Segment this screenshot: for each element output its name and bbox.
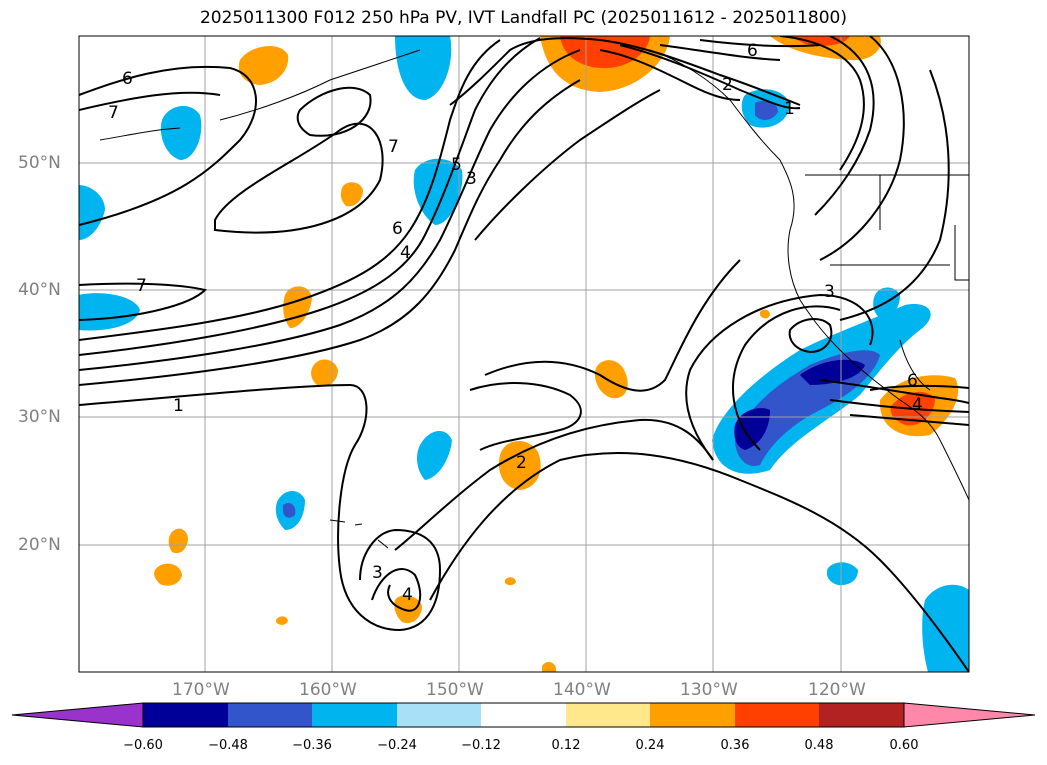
contour-label: 6 xyxy=(392,219,403,239)
plot-frame xyxy=(78,35,970,673)
lon-label-150w: 150°W xyxy=(426,680,484,700)
contour-label: 7 xyxy=(136,276,147,296)
contour-label: 4 xyxy=(402,585,413,605)
contour-label: 5 xyxy=(451,155,462,175)
contour-label: 4 xyxy=(912,395,923,415)
colorbar-tick: 0.48 xyxy=(804,738,834,753)
colorbar-tick: −0.48 xyxy=(208,738,248,753)
contour-label: 1 xyxy=(784,99,795,119)
contour-label: 6 xyxy=(122,69,133,89)
contour-label: 3 xyxy=(466,169,477,189)
colorbar-tick: 0.12 xyxy=(551,738,581,753)
colorbar-tick: −0.24 xyxy=(377,738,417,753)
contour-label: 2 xyxy=(722,75,733,95)
lat-label-50n: 50°N xyxy=(18,153,61,173)
contour-label: 3 xyxy=(824,282,835,302)
ivt-contours xyxy=(79,36,969,672)
colorbar-tick: 0.24 xyxy=(635,738,665,753)
colorbar-tick: −0.36 xyxy=(292,738,332,753)
colorbar-max-arrow xyxy=(903,702,1036,728)
contour-label: 7 xyxy=(108,103,119,123)
map-title: 2025011300 F012 250 hPa PV, IVT Landfall… xyxy=(199,8,847,28)
lat-label-30n: 30°N xyxy=(18,407,61,427)
contour-label: 6 xyxy=(747,41,758,61)
contour-label: 2 xyxy=(516,453,527,473)
colorbar-tick: 0.36 xyxy=(720,738,750,753)
colorbar-min-arrow xyxy=(11,702,144,728)
colorbar-tick: −0.60 xyxy=(123,738,163,753)
contour-label: 4 xyxy=(400,243,411,263)
colorbar-tick: 0.60 xyxy=(889,738,919,753)
contour-label: 7 xyxy=(388,137,399,157)
lon-label-140w: 140°W xyxy=(553,680,611,700)
colorbar xyxy=(11,702,1036,728)
contour-label: 3 xyxy=(372,563,383,583)
graticule xyxy=(79,36,969,672)
lon-label-120w: 120°W xyxy=(808,680,866,700)
lon-label-130w: 130°W xyxy=(680,680,738,700)
contour-label: 6 xyxy=(907,371,918,391)
lat-label-40n: 40°N xyxy=(18,280,61,300)
colorbar-tick: −0.12 xyxy=(461,738,501,753)
lat-label-20n: 20°N xyxy=(18,535,61,555)
lon-label-160w: 160°W xyxy=(299,680,357,700)
contour-label: 1 xyxy=(173,396,184,416)
lon-label-170w: 170°W xyxy=(172,680,230,700)
